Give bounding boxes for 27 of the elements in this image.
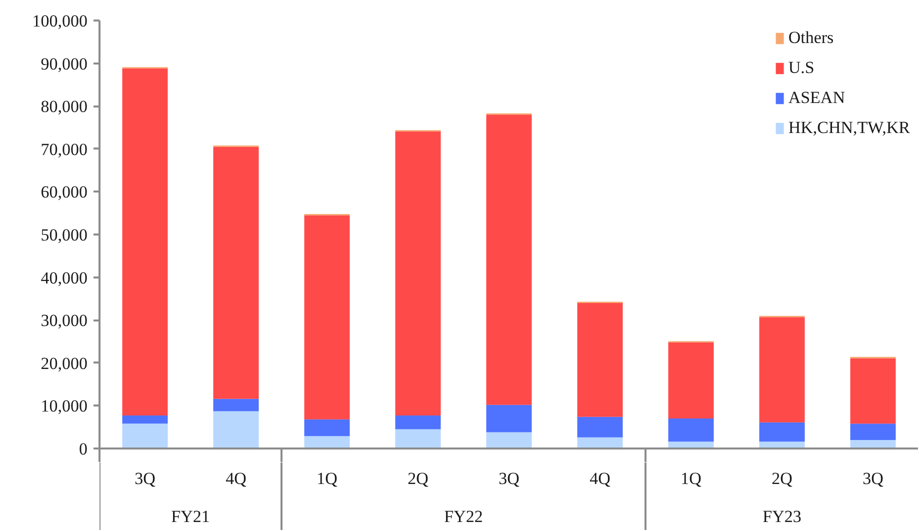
- x-tick-label: 3Q: [498, 469, 520, 488]
- text: FY22: [444, 507, 483, 526]
- x-tick-label: 2Q: [772, 469, 792, 488]
- x-tick-label: 1Q: [680, 469, 702, 488]
- text: FY21: [171, 507, 210, 526]
- text: FY23: [762, 507, 802, 526]
- legend-label: U.S: [788, 58, 814, 78]
- legend-label: ASEAN: [788, 88, 845, 108]
- y-tick-label: 20,000: [40, 354, 88, 373]
- y-tick-label: 30,000: [40, 311, 88, 330]
- y-tick-label: 10,000: [40, 396, 88, 416]
- legend-label: Others: [788, 28, 834, 48]
- x-tick-label: 4Q: [590, 469, 610, 488]
- x-tick-label: 3Q: [134, 469, 156, 488]
- y-tick-label: 100,000: [32, 12, 88, 30]
- y-tick-label: 90,000: [40, 54, 88, 74]
- y-tick-label: 40,000: [40, 268, 88, 288]
- y-tick-label: 70,000: [40, 140, 88, 159]
- x-tick-label: 1Q: [316, 469, 338, 488]
- x-tick-label: 2Q: [408, 469, 428, 488]
- legend-label: HK,CHN,TW,KR: [788, 118, 910, 138]
- y-tick-label: 80,000: [40, 97, 88, 116]
- y-tick-label: 50,000: [40, 226, 88, 244]
- y-tick-label: 60,000: [40, 182, 88, 202]
- x-tick-label: 3Q: [862, 469, 884, 488]
- x-tick-label: 4Q: [226, 469, 246, 488]
- y-tick-label: 0: [79, 440, 88, 458]
